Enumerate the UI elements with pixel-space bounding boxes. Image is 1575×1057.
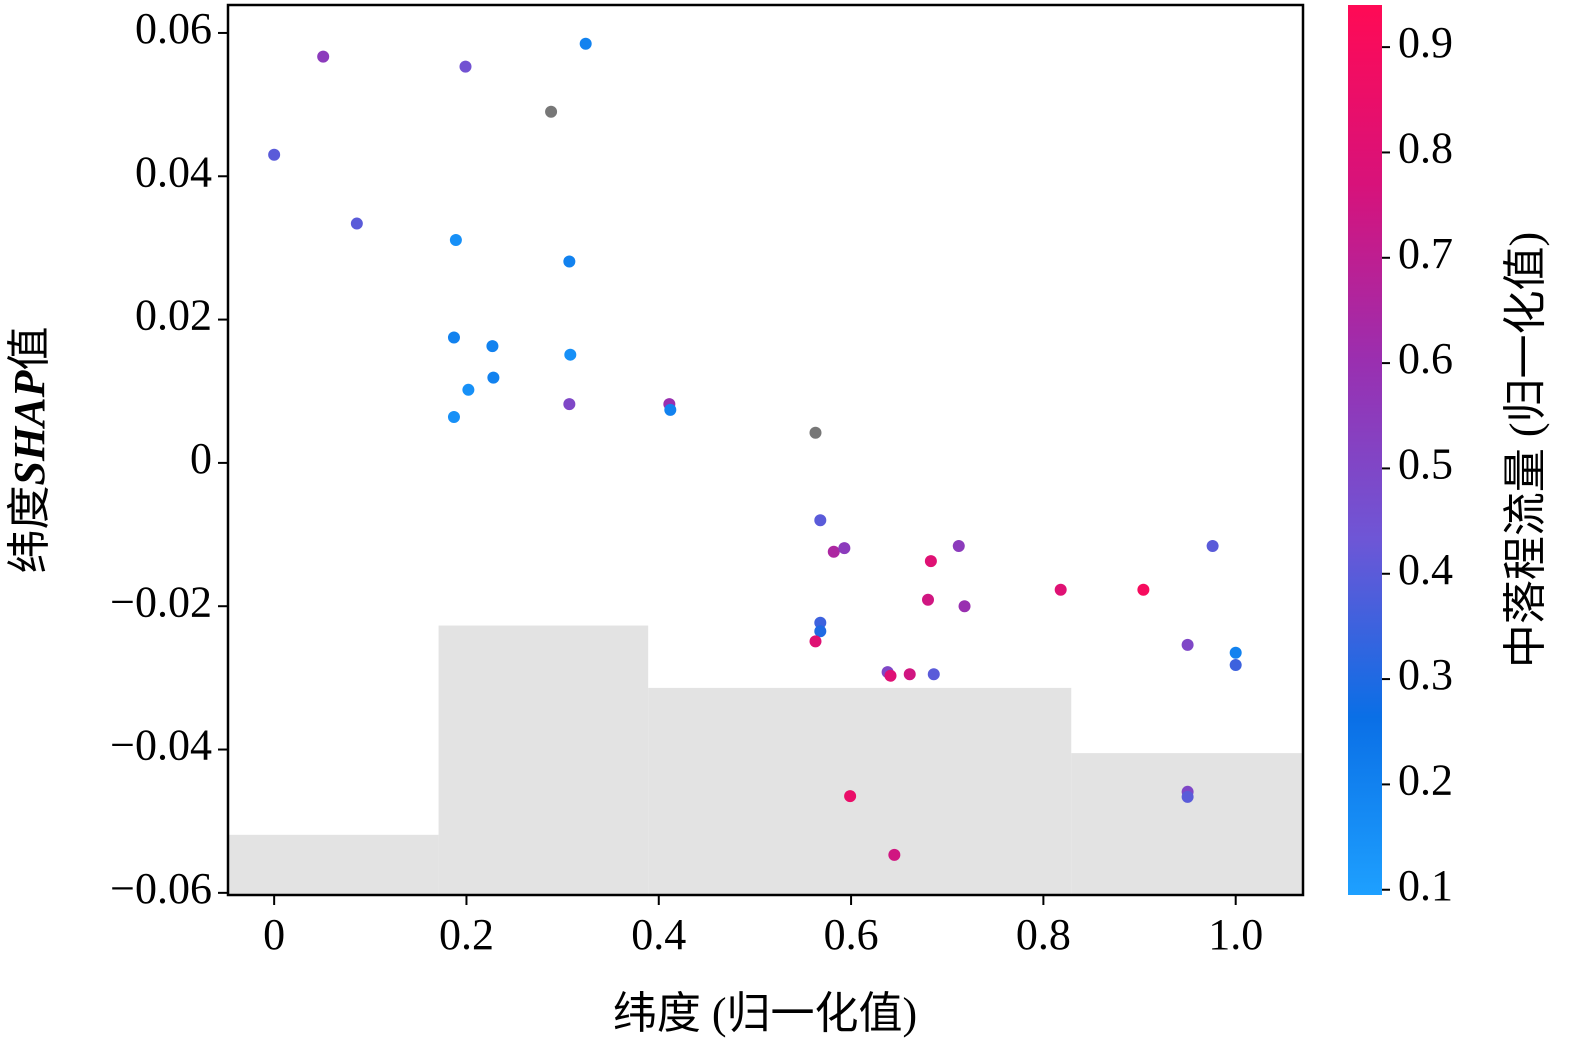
- point: [922, 593, 934, 606]
- x-tick-label: 0.4: [631, 910, 686, 959]
- point: [814, 514, 827, 527]
- histogram-bar: [648, 687, 1072, 895]
- plot-frame: [226, 3, 1305, 897]
- colorbar-tick-label: 0.6: [1398, 334, 1453, 383]
- point: [927, 668, 940, 681]
- point: [462, 383, 475, 396]
- y-label-part: SHAP: [5, 369, 54, 485]
- point: [563, 255, 576, 268]
- point: [447, 411, 460, 424]
- point: [888, 848, 901, 861]
- point: [486, 340, 499, 353]
- point: [814, 625, 827, 638]
- y-label-part: 纬度: [5, 485, 54, 573]
- point: [487, 371, 500, 384]
- y-tick-label: 0.02: [135, 291, 212, 340]
- y-tick-label: −0.02: [110, 577, 212, 626]
- point: [1206, 540, 1219, 553]
- y-tick-label: 0: [190, 434, 212, 483]
- y-label-part: 值: [5, 327, 54, 371]
- y-tick-label: 0.06: [135, 4, 212, 53]
- point: [1229, 646, 1242, 659]
- colorbar-tick-label: 0.3: [1398, 650, 1453, 699]
- histogram-bar: [1071, 753, 1303, 895]
- x-tick-label: 0.6: [824, 910, 879, 959]
- point: [827, 545, 840, 558]
- point: [844, 790, 857, 803]
- point: [952, 540, 965, 553]
- point: [958, 600, 971, 613]
- point: [579, 37, 592, 50]
- point: [564, 348, 577, 361]
- point: [449, 234, 462, 247]
- point: [447, 331, 460, 344]
- y-tick-label: −0.06: [110, 864, 212, 913]
- colorbar-tick-label: 0.9: [1398, 18, 1453, 67]
- point: [350, 217, 363, 230]
- point: [809, 635, 822, 648]
- point: [809, 426, 822, 439]
- point: [317, 50, 330, 63]
- colorbar-tick-label: 0.4: [1398, 545, 1453, 594]
- histogram-bar: [228, 834, 439, 895]
- y-tick-label: −0.04: [110, 721, 212, 770]
- colorbar-tick-label: 0.5: [1398, 440, 1453, 489]
- colorbar: [1348, 5, 1382, 895]
- x-tick-label: 0.2: [439, 910, 494, 959]
- point: [924, 555, 937, 568]
- point: [563, 398, 576, 411]
- point: [1181, 790, 1194, 803]
- point: [1054, 583, 1067, 596]
- x-tick-label: 1.0: [1208, 910, 1263, 959]
- x-axis-label: 纬度 (归一化值): [613, 989, 917, 1038]
- point: [814, 616, 827, 629]
- x-tick-label: 0.8: [1016, 910, 1071, 959]
- point: [664, 403, 677, 416]
- point: [838, 542, 851, 555]
- colorbar-tick-label: 0.8: [1398, 124, 1453, 173]
- histogram-bar: [438, 625, 649, 895]
- colorbar-tick-label: 0.7: [1398, 229, 1453, 278]
- colorbar-label: 中落程流量 (归一化值): [1501, 232, 1550, 668]
- point: [1137, 583, 1150, 596]
- y-tick-label: 0.04: [135, 147, 212, 196]
- plot-background: [228, 625, 1303, 895]
- colorbar-tick-label: 0.2: [1398, 756, 1453, 805]
- point: [884, 669, 897, 682]
- point: [1181, 638, 1194, 651]
- point: [268, 148, 281, 161]
- y-axis-label: 纬度SHAP值: [5, 327, 54, 574]
- colorbar-tick-label: 0.1: [1398, 861, 1453, 910]
- point: [545, 105, 558, 118]
- point: [1229, 658, 1242, 671]
- point: [903, 668, 916, 681]
- x-tick-label: 0: [263, 910, 285, 959]
- point: [459, 60, 472, 73]
